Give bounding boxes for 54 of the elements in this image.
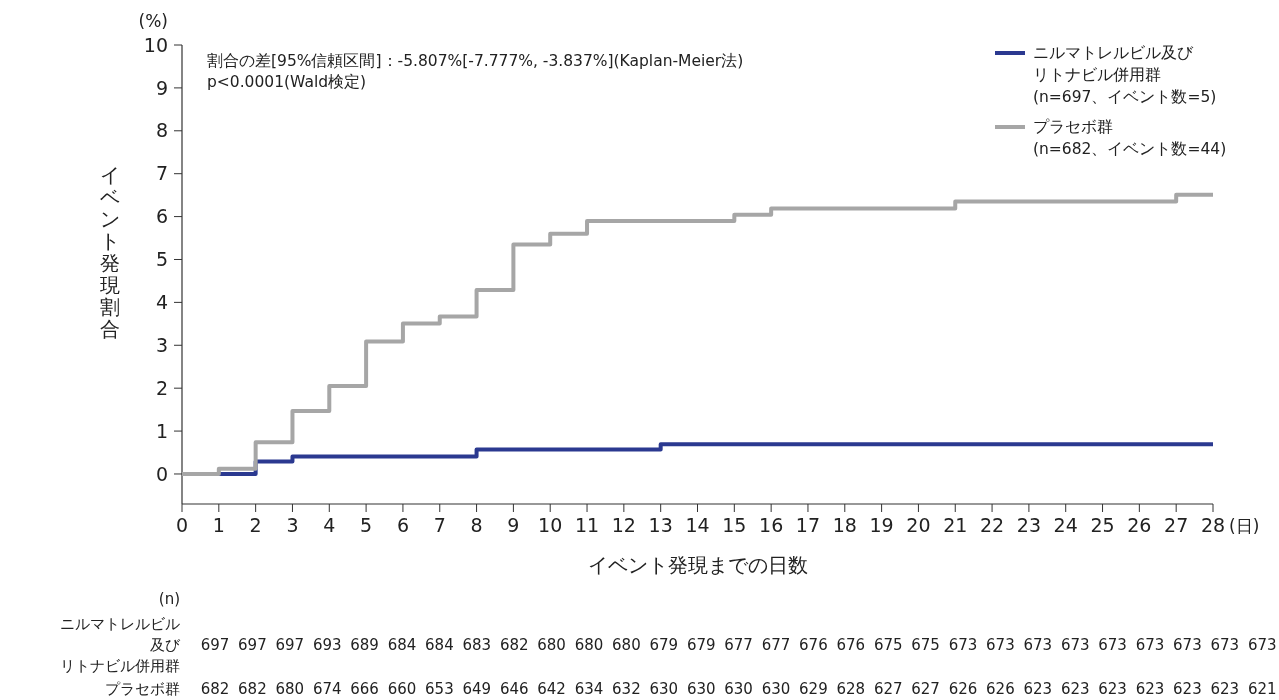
x-tick-label: 23 [1016,514,1041,536]
x-tick-label: 4 [323,514,336,536]
x-tick-label: 11 [574,514,600,536]
x-tick-label: 14 [685,514,710,536]
legend-label: プラセボ群(n=682、イベント数=44) [1033,118,1227,158]
annotation: 割合の差[95%信頼区間]：-5.807%[-7.777%, -3.837%](Kaplan-Meier法) p<0.0001(Wald検定) [207,52,744,91]
x-tick-label: 22 [979,514,1005,536]
y-tick-label: 8 [155,119,168,142]
text: 682 682 680 674 666 660 653 649 646 642 634 632 630 630 630 630 629 628 627 627 626 626 623 623 623 623 623 623 621 [200,680,1277,698]
text: ニルマトレルビル [60,615,180,633]
text: 697 697 697 693 689 684 684 683 682 680 680 680 679 679 677 677 676 676 675 675 673 673 673 673 673 673 673 673 673 [200,636,1277,654]
x-tick-label: 17 [795,514,821,536]
y-tick-label: 0 [155,462,168,485]
x-tick-label: 20 [906,514,931,536]
x-tick-label: 24 [1053,514,1078,536]
x-tick-label: 10 [538,514,563,536]
y-axis-title: イベント発現割合 [100,163,120,342]
x-tick-label: 19 [869,514,894,536]
x-tick-label: 3 [286,514,299,536]
x-tick-label: 12 [611,514,636,536]
y-tick-label: 3 [155,333,168,356]
x-tick-label: 5 [360,514,373,536]
y-tick-label: 5 [155,248,168,271]
x-tick-label: 9 [507,514,520,536]
text: リトナビル併用群 [60,657,180,675]
x-tick-label: 16 [759,514,784,536]
x-tick-label: 0 [175,514,189,536]
x-tick-label: 27 [1164,514,1189,536]
x-axis-title: イベント発現までの日数 [587,553,808,577]
text: 及び [150,636,181,654]
x-tick-label: 1 [212,514,225,536]
x-tick-label: 25 [1090,514,1115,536]
y-tick-label: 1 [155,419,168,442]
x-tick-label: 28 [1200,514,1226,536]
x-tick-label: 2 [249,514,262,536]
x-tick-label: 15 [722,514,747,536]
y-tick-label: 10 [143,33,168,56]
x-tick-label: 6 [396,514,409,536]
x-tick-label: 8 [470,514,483,536]
y-tick-label: 7 [155,162,168,185]
x-tick-label: 18 [832,514,857,536]
x-tick-label: 21 [943,514,968,536]
x-tick-label: 13 [648,514,673,536]
y-tick-label: 6 [155,205,168,228]
y-tick-label: 4 [155,291,168,314]
y-tick-label: 2 [155,376,168,399]
x-tick-label: 26 [1127,514,1152,536]
y-tick-label: 9 [155,76,168,99]
text: プラセボ群 [105,680,180,698]
text: (%) [138,11,168,31]
legend-label: ニルマトレルビル及びリトナビル併用群(n=697、イベント数=5) [1033,44,1217,106]
x-tick-label: 7 [433,514,446,536]
text: (日) [1229,516,1260,536]
text: (n) [158,590,180,608]
